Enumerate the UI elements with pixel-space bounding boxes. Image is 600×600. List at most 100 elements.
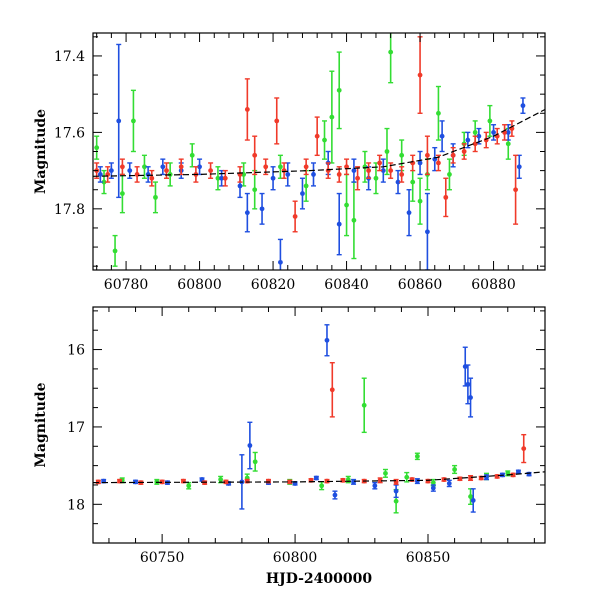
data-point-red (510, 472, 516, 478)
data-point-green (361, 402, 367, 408)
data-point-red (266, 478, 271, 484)
y-tick-label: 17.6 (54, 125, 85, 141)
data-point-green (215, 175, 221, 181)
data-point-green (186, 483, 192, 489)
data-point-blue (127, 168, 133, 174)
data-point-green (101, 179, 107, 185)
series-blue (97, 43, 526, 270)
data-point-blue (160, 164, 166, 170)
data-point-blue (116, 118, 122, 124)
data-point-blue (516, 164, 522, 170)
data-point-green (322, 137, 327, 143)
data-point-red (287, 479, 293, 485)
data-point-red (388, 168, 394, 174)
data-point-red (425, 478, 431, 484)
data-point-green (388, 49, 394, 55)
series-green (119, 377, 511, 514)
x-tick-label: 60880 (471, 277, 516, 293)
data-point-red (417, 72, 423, 78)
data-point-red (513, 187, 519, 193)
data-point-red (274, 118, 280, 124)
data-point-green (344, 202, 349, 208)
data-point-red (468, 475, 473, 481)
x-tick-label: 60850 (406, 550, 451, 566)
data-point-green (303, 183, 309, 189)
data-point-green (153, 194, 158, 200)
data-point-red (244, 107, 250, 112)
data-point-blue (476, 133, 482, 139)
data-point-blue (133, 479, 138, 485)
data-point-blue (430, 485, 436, 491)
series-red (94, 36, 519, 233)
series-blue (101, 324, 532, 513)
data-point-blue (219, 175, 225, 181)
data-point-blue (414, 478, 420, 484)
data-point-blue (145, 172, 151, 177)
data-point-green (399, 152, 405, 158)
data-point-red (134, 172, 140, 177)
x-tick-label: 60750 (140, 550, 185, 566)
data-point-green (252, 187, 258, 193)
series-green (94, 33, 511, 267)
data-point-blue (270, 175, 276, 181)
x-tick-label: 60800 (177, 277, 222, 293)
x-tick-label: 60800 (273, 550, 318, 566)
data-point-red (95, 479, 101, 485)
data-point-blue (446, 481, 452, 486)
data-point-green (468, 494, 473, 499)
data-point-green (218, 477, 224, 482)
data-point-blue (313, 475, 319, 481)
data-point-red (223, 479, 229, 485)
data-point-red (377, 160, 383, 166)
data-point-red (425, 152, 430, 158)
data-point-blue (336, 221, 342, 227)
data-point-red (494, 474, 500, 479)
data-point-green (452, 467, 457, 472)
model-curve (93, 471, 545, 484)
data-point-red (336, 172, 342, 177)
data-point-blue (351, 479, 356, 485)
plot-frame (92, 306, 546, 544)
data-point-red (149, 175, 155, 181)
y-tick-label: 16 (67, 343, 85, 359)
data-point-blue (465, 137, 471, 143)
plot-area (93, 324, 545, 514)
data-point-red (366, 168, 372, 174)
data-point-green (112, 248, 118, 254)
data-point-green (119, 191, 125, 196)
bottom-panel: 60750 60800 60850 16 17 18 Magnitude HJD-240000… (33, 306, 546, 587)
x-tick-label: 60780 (104, 277, 149, 293)
data-point-red (409, 477, 415, 482)
data-point-red (344, 164, 349, 170)
data-point-blue (468, 395, 473, 400)
data-point-blue (324, 337, 330, 343)
data-point-green (383, 470, 388, 476)
x-tick-label: 60820 (251, 277, 296, 293)
data-point-blue (516, 469, 521, 475)
data-point-green (131, 118, 136, 124)
data-point-blue (332, 492, 338, 498)
data-point-green (417, 198, 423, 204)
data-point-blue (526, 471, 532, 477)
data-point-red (521, 446, 527, 451)
data-point-blue (491, 129, 496, 135)
y-tick-label: 17 (67, 420, 85, 436)
data-point-green (351, 217, 357, 223)
data-point-red (399, 172, 405, 177)
data-point-red (450, 152, 456, 158)
data-point-blue (505, 129, 511, 135)
data-point-blue (247, 443, 253, 448)
data-point-green (94, 145, 100, 151)
data-point-green (505, 141, 511, 147)
data-point-red (292, 214, 298, 219)
data-point-green (278, 164, 283, 170)
data-point-red (377, 477, 383, 483)
plot-area (93, 33, 545, 270)
data-point-blue (425, 229, 430, 235)
data-point-red (324, 478, 330, 484)
data-point-green (252, 459, 258, 465)
data-point-blue (380, 168, 386, 174)
data-point-blue (285, 172, 291, 177)
data-point-red (325, 168, 331, 174)
